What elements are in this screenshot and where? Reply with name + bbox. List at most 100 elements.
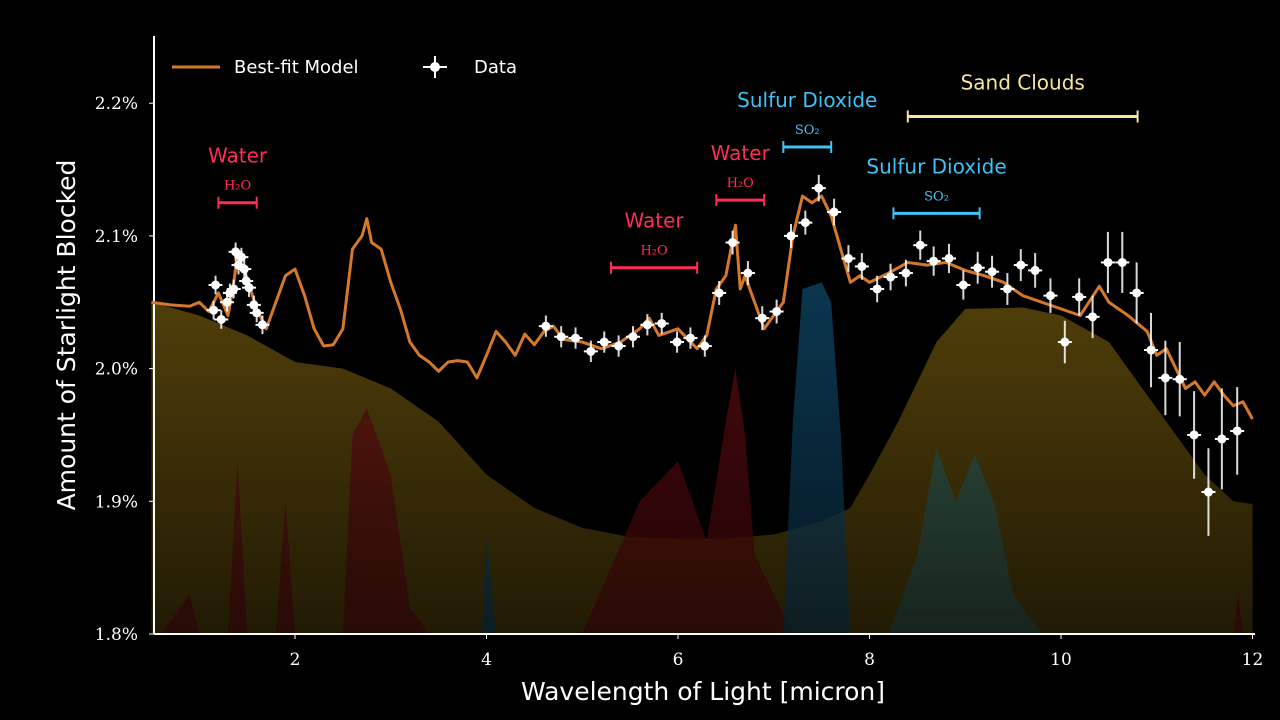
data-marker — [586, 346, 596, 356]
data-point — [941, 243, 956, 274]
data-point — [237, 259, 252, 279]
y-tick-label: 1.9% — [95, 492, 138, 512]
data-marker — [672, 337, 682, 347]
data-point — [538, 315, 553, 337]
data-marker — [857, 261, 867, 271]
model-line-group — [151, 194, 1254, 420]
data-point — [811, 174, 826, 202]
data-marker — [541, 321, 551, 331]
data-marker — [843, 253, 853, 263]
data-marker — [231, 247, 241, 257]
data-point — [1085, 295, 1100, 339]
data-marker — [229, 284, 239, 294]
data-point — [712, 280, 727, 305]
data-marker — [1002, 284, 1012, 294]
data-point — [827, 198, 842, 226]
x-tick-label: 4 — [481, 650, 492, 670]
data-marker — [814, 183, 824, 193]
data-marker — [728, 238, 738, 248]
contribution-fill-sulfur-dioxide — [888, 448, 1042, 634]
x-tick-label: 2 — [290, 650, 301, 670]
data-marker — [786, 231, 796, 241]
y-axis-label: Amount of Starlight Blocked — [52, 160, 81, 511]
data-marker — [211, 280, 221, 290]
data-marker — [872, 284, 882, 294]
data-marker — [244, 283, 254, 293]
data-point — [798, 210, 813, 235]
data-point — [755, 306, 770, 331]
data-marker — [1060, 337, 1070, 347]
data-point — [1013, 249, 1028, 282]
legend-model-label: Best-fit Model — [234, 57, 359, 78]
data-point — [670, 331, 685, 353]
annotation-formula: H₂O — [640, 244, 667, 259]
data-point — [1172, 342, 1187, 417]
data-point — [228, 242, 243, 262]
data-marker — [685, 333, 695, 343]
annotation-label: Water — [625, 209, 685, 233]
data-marker — [1030, 265, 1040, 275]
data-point — [1129, 262, 1144, 324]
annotation-sand-clouds: Sand Clouds — [906, 70, 1139, 123]
data-point — [1158, 340, 1173, 416]
data-marker — [628, 332, 638, 342]
data-point — [740, 261, 755, 286]
data-points-group — [206, 174, 1245, 536]
data-point — [234, 247, 249, 267]
data-marker — [236, 252, 246, 262]
data-point — [611, 335, 626, 357]
data-marker — [714, 288, 724, 298]
data-point — [1043, 278, 1058, 313]
data-marker — [973, 263, 983, 273]
data-point — [1144, 312, 1159, 388]
data-marker — [1045, 291, 1055, 301]
axes: 2 4 6 8 10 12 1.8% 1.9% 2.0% 2.1% 2.2% — [95, 36, 1264, 670]
data-marker — [886, 272, 896, 282]
annotation-formula: SO₂ — [924, 189, 949, 204]
data-marker — [958, 280, 968, 290]
data-point — [769, 299, 784, 324]
data-marker — [1103, 257, 1113, 267]
contribution-fill-water — [160, 368, 1243, 634]
data-marker — [1132, 288, 1142, 298]
data-marker — [901, 268, 911, 278]
data-marker — [1117, 257, 1127, 267]
x-tick-label: 10 — [1050, 650, 1072, 670]
y-tick-label: 2.0% — [95, 360, 138, 380]
data-marker — [642, 320, 652, 330]
data-point — [554, 326, 569, 348]
data-marker — [216, 315, 226, 325]
data-point — [597, 331, 612, 353]
contribution-fills — [151, 282, 1253, 634]
x-tick-label: 6 — [673, 650, 684, 670]
data-point — [625, 326, 640, 348]
data-marker — [700, 341, 710, 351]
y-tick-label: 2.2% — [95, 94, 138, 114]
data-point — [1201, 448, 1216, 536]
data-marker — [987, 267, 997, 277]
data-marker — [1189, 430, 1199, 440]
data-point — [1000, 273, 1015, 305]
data-marker — [556, 332, 566, 342]
data-marker — [1217, 434, 1227, 444]
annotation-formula: H₂O — [727, 176, 754, 191]
data-marker — [757, 313, 767, 323]
data-marker — [800, 218, 810, 228]
data-point — [206, 300, 221, 320]
x-tick-label: 12 — [1242, 650, 1264, 670]
data-point — [1100, 231, 1115, 293]
data-point — [208, 275, 223, 295]
data-point — [1230, 387, 1245, 475]
data-point — [841, 245, 856, 272]
data-point — [640, 314, 655, 336]
data-point — [226, 279, 241, 299]
data-marker — [929, 256, 939, 266]
data-marker — [915, 240, 925, 250]
data-point — [970, 251, 985, 284]
data-point — [870, 275, 885, 303]
data-marker — [257, 320, 267, 330]
data-point — [854, 253, 869, 280]
data-marker — [1160, 373, 1170, 383]
data-marker — [1016, 260, 1026, 270]
